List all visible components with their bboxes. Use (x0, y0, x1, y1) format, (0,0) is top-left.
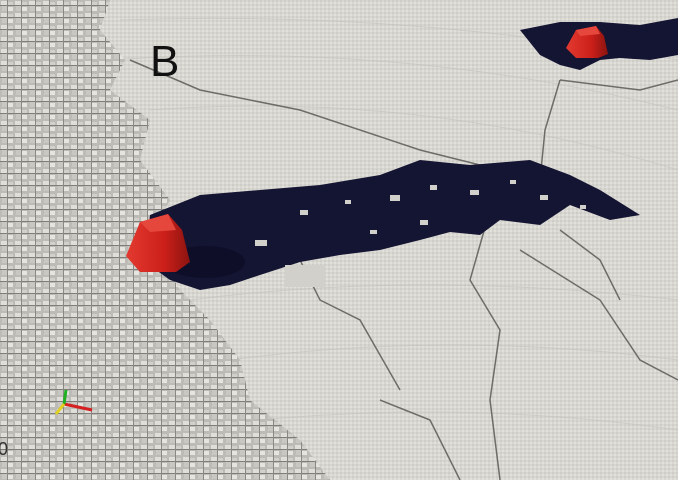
ice-cracks (129, 59, 678, 480)
axis-z-icon (54, 403, 66, 415)
open-water-channel (145, 160, 640, 290)
panel-label: B (150, 37, 180, 86)
edge-glyph: 0 (0, 439, 9, 459)
orientation-triad (54, 389, 93, 415)
conical-structure-far (566, 26, 608, 58)
broken-ice-rubble (0, 0, 330, 480)
floating-ice-floes (255, 180, 586, 287)
axis-x-icon (63, 402, 93, 412)
conical-structure-near (126, 214, 190, 272)
axis-y-icon (62, 389, 68, 405)
ice-grain-lines (109, 17, 678, 431)
